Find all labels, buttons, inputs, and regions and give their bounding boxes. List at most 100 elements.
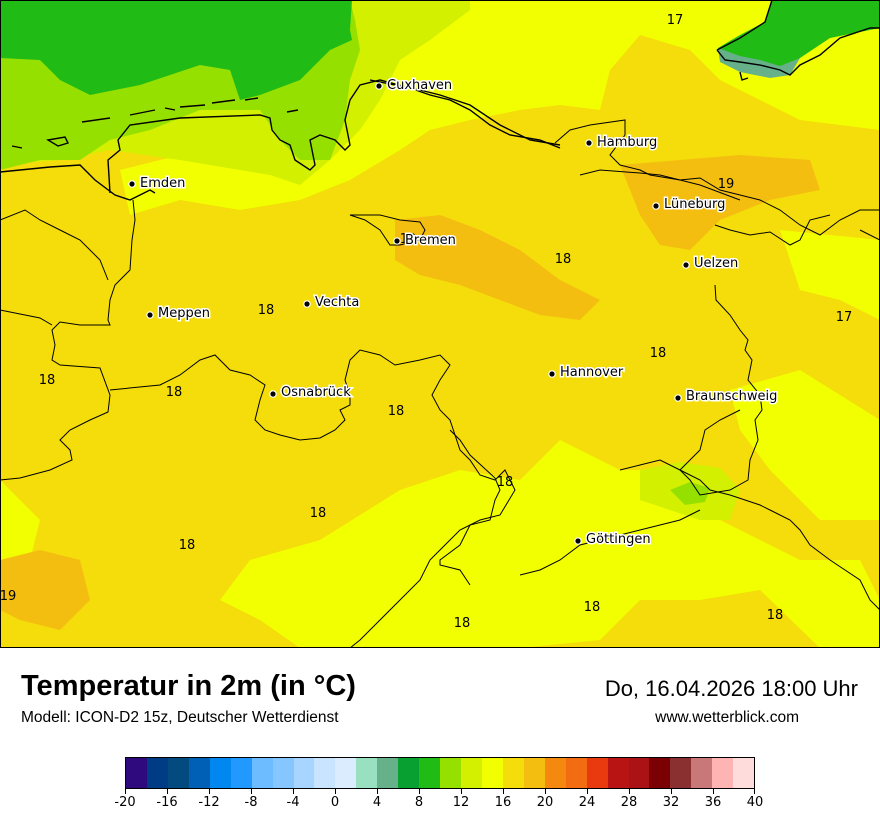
- color-legend-tick: [125, 789, 126, 794]
- city-hannover[interactable]: Hannover: [548, 364, 625, 382]
- city-cuxhaven[interactable]: Cuxhaven: [375, 77, 454, 95]
- color-legend-segment: [649, 758, 671, 788]
- value-label: 18: [310, 506, 327, 521]
- city-label: Meppen: [158, 306, 210, 321]
- color-legend-segment: [691, 758, 713, 788]
- city-label: Bremen: [405, 233, 456, 248]
- color-legend-tick-label: 12: [452, 795, 470, 810]
- temp-zone-green-harz-core: [670, 482, 710, 505]
- color-legend-segment: [293, 758, 315, 788]
- value-label: 18: [650, 346, 667, 361]
- color-legend-segment: [544, 758, 566, 788]
- value-label: 18: [258, 303, 275, 318]
- color-legend-segment: [712, 758, 734, 788]
- city-vechta[interactable]: Vechta: [303, 294, 361, 312]
- color-legend-segment: [356, 758, 378, 788]
- color-legend-tick: [713, 789, 714, 794]
- website-link[interactable]: www.wetterblick.com: [655, 709, 799, 726]
- color-legend-bar: [125, 757, 755, 789]
- value-label: 18: [555, 252, 572, 267]
- color-legend-tick: [754, 789, 755, 794]
- city-uelzen[interactable]: Uelzen: [682, 255, 740, 273]
- color-legend-tick: [209, 789, 210, 794]
- color-legend-tick-label: 40: [746, 795, 764, 810]
- color-legend-segment: [440, 758, 461, 788]
- color-legend-segment: [628, 758, 650, 788]
- model-subtitle: Modell: ICON-D2 15z, Deutscher Wetterdie…: [21, 709, 339, 726]
- color-legend-segment: [565, 758, 587, 788]
- color-legend-tick: [671, 789, 672, 794]
- color-legend-tick-label: 8: [414, 795, 424, 810]
- city-label: Lüneburg: [664, 197, 725, 212]
- temp-zone-baltic: [718, 0, 880, 72]
- city-bremen[interactable]: Bremen: [393, 232, 457, 250]
- temp-zone-8-10-sea: [0, 0, 352, 100]
- color-legend-tick-label: 36: [704, 795, 722, 810]
- color-legend-segment: [398, 758, 420, 788]
- city-dot-icon: [393, 237, 401, 245]
- color-legend-segment: [377, 758, 399, 788]
- color-legend-tick-label: -12: [198, 795, 220, 810]
- city-dot-icon: [574, 537, 582, 545]
- city-osnabrueck[interactable]: Osnabrück: [269, 384, 353, 402]
- value-label: 17: [667, 13, 684, 28]
- color-legend-tick-label: 0: [330, 795, 340, 810]
- city-dot-icon: [375, 82, 383, 90]
- value-label: 19: [400, 232, 417, 247]
- city-label: Vechta: [315, 295, 359, 310]
- city-braunschweig[interactable]: Braunschweig: [674, 388, 779, 406]
- coastlines: [0, 0, 880, 201]
- temp-zone-16-18-west-south: [0, 480, 40, 560]
- city-markers: Cuxhaven Hamburg Emden Lüneburg Bremen U…: [128, 77, 779, 549]
- color-legend-tick: [167, 789, 168, 794]
- color-legend-segment: [188, 758, 210, 788]
- value-label: 18: [767, 608, 784, 623]
- city-dot-icon: [548, 370, 556, 378]
- color-legend-tick-label: -8: [244, 795, 258, 810]
- temp-zone-16-18-east2: [730, 370, 880, 520]
- color-legend-segment: [607, 758, 629, 788]
- city-hamburg[interactable]: Hamburg: [585, 134, 659, 152]
- color-legend-tick-label: 20: [536, 795, 554, 810]
- temperature-value-labels: 17 19 19 18 18 17 18 18 18 18 18 18 18 1…: [0, 13, 852, 631]
- color-legend-segment: [502, 758, 524, 788]
- color-legend-segment: [126, 758, 147, 788]
- city-meppen[interactable]: Meppen: [146, 305, 211, 323]
- color-legend-tick: [629, 789, 630, 794]
- city-label: Hamburg: [597, 135, 657, 150]
- color-legend-tick: [251, 789, 252, 794]
- color-legend-segment: [146, 758, 168, 788]
- color-legend-tick: [545, 789, 546, 794]
- value-label: 18: [388, 404, 405, 419]
- color-legend-tick: [587, 789, 588, 794]
- temp-zone-16-18-east: [780, 230, 880, 320]
- city-dot-icon: [128, 180, 136, 188]
- color-legend-segment: [461, 758, 482, 788]
- city-goettingen[interactable]: Göttingen: [574, 531, 652, 549]
- color-legend-segment: [167, 758, 189, 788]
- city-dot-icon: [682, 261, 690, 269]
- city-dot-icon: [674, 394, 682, 402]
- color-legend-tick: [419, 789, 420, 794]
- value-label: 18: [497, 475, 514, 490]
- color-legend-segment: [586, 758, 608, 788]
- color-legend-segment: [419, 758, 441, 788]
- color-legend-tick: [461, 789, 462, 794]
- color-legend-tick-label: -16: [156, 795, 178, 810]
- city-label: Uelzen: [694, 256, 738, 271]
- color-legend-segment: [733, 758, 755, 788]
- city-lueneburg[interactable]: Lüneburg: [652, 196, 727, 214]
- color-legend-tick-label: -4: [286, 795, 300, 810]
- color-legend-segment: [272, 758, 294, 788]
- value-label: 19: [718, 177, 735, 192]
- value-label: 19: [0, 589, 16, 604]
- value-label: 18: [584, 600, 601, 615]
- color-legend-tick: [503, 789, 504, 794]
- value-label: 18: [454, 616, 471, 631]
- color-legend-tick: [377, 789, 378, 794]
- city-label: Emden: [140, 176, 185, 191]
- color-legend-tick: [293, 789, 294, 794]
- color-legend-tick-label: 16: [494, 795, 512, 810]
- city-label: Hannover: [560, 365, 624, 380]
- city-emden[interactable]: Emden: [128, 175, 187, 193]
